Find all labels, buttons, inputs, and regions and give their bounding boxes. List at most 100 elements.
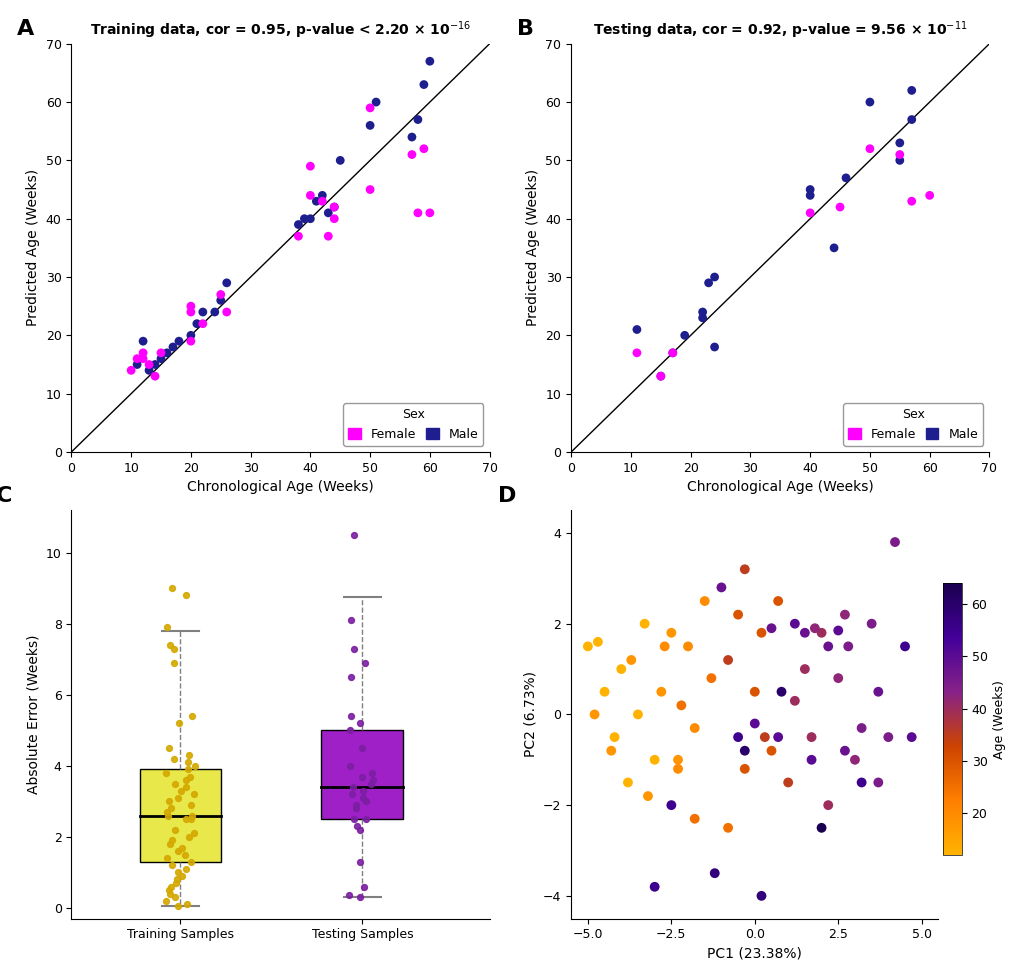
Point (345, 812, 362, 827)
Point (326, 211, 342, 226)
Point (786, 693, 802, 709)
Point (348, 818, 365, 834)
Point (345, 641, 362, 656)
Point (702, 671, 718, 686)
Point (686, 720, 702, 736)
Point (404, 129, 420, 145)
Text: B: B (517, 19, 533, 39)
Point (341, 722, 358, 738)
Point (166, 641, 182, 656)
Point (730, 729, 746, 745)
Point (803, 752, 819, 768)
Point (664, 345, 681, 361)
Point (812, 820, 828, 836)
Point (769, 729, 786, 745)
Y-axis label: Predicted Age (Weeks): Predicted Age (Weeks) (26, 169, 40, 327)
Text: D: D (497, 486, 516, 505)
Point (853, 775, 869, 790)
Point (135, 333, 151, 349)
Point (669, 752, 686, 768)
Y-axis label: Absolute Error (Weeks): Absolute Error (Weeks) (26, 635, 40, 794)
Point (836, 743, 852, 758)
Point (332, 153, 348, 168)
Point (160, 883, 176, 898)
Point (352, 715, 368, 731)
Point (195, 304, 211, 320)
Point (158, 620, 174, 636)
Point (746, 684, 762, 700)
Point (806, 620, 822, 636)
Point (756, 729, 772, 745)
Point (352, 889, 368, 905)
Point (803, 729, 819, 745)
Point (128, 351, 145, 366)
Point (796, 625, 812, 641)
Point (167, 776, 183, 791)
X-axis label: PC1 (23.38%): PC1 (23.38%) (706, 947, 802, 960)
Point (170, 844, 186, 859)
Point (182, 304, 199, 320)
Point (629, 707, 645, 722)
Point (340, 887, 357, 903)
Point (586, 707, 602, 722)
Point (168, 875, 184, 890)
Point (706, 865, 722, 881)
Point (623, 652, 639, 668)
Point (712, 579, 729, 595)
Point (362, 182, 378, 197)
Y-axis label: Predicted Age (Weeks): Predicted Age (Weeks) (526, 169, 539, 327)
Y-axis label: PC2 (6.73%): PC2 (6.73%) (523, 672, 537, 757)
Point (829, 623, 846, 639)
Point (164, 857, 180, 873)
Point (183, 808, 200, 823)
Point (290, 228, 307, 244)
Point (753, 888, 769, 904)
Point (362, 118, 378, 133)
FancyBboxPatch shape (321, 730, 403, 819)
Legend: Female, Male: Female, Male (842, 403, 982, 446)
Point (825, 240, 842, 256)
Point (694, 304, 710, 320)
Point (147, 368, 163, 384)
Point (161, 793, 177, 809)
Point (362, 776, 378, 791)
Point (177, 588, 194, 604)
Point (673, 698, 689, 713)
Point (836, 607, 852, 622)
Point (421, 53, 437, 69)
Point (796, 661, 812, 677)
Point (207, 304, 223, 320)
Point (352, 822, 368, 838)
Point (829, 671, 846, 686)
Point (664, 345, 681, 361)
Point (416, 77, 432, 92)
Point (730, 607, 746, 622)
Point (861, 94, 877, 110)
Point (153, 351, 169, 366)
Point (903, 729, 919, 745)
Point (706, 339, 722, 355)
Point (719, 652, 736, 668)
Point (308, 193, 324, 209)
Point (853, 720, 869, 736)
Point (165, 339, 181, 355)
Title: Testing data, cor = 0.92, p-value = 9.56 × 10$^{-11}$: Testing data, cor = 0.92, p-value = 9.56… (592, 19, 967, 42)
Point (404, 147, 420, 162)
Point (646, 879, 662, 894)
Point (158, 893, 174, 909)
Point (348, 801, 365, 816)
Point (696, 593, 712, 608)
Point (646, 752, 662, 768)
Point (628, 322, 644, 337)
Point (368, 94, 384, 110)
Point (772, 684, 789, 700)
Point (891, 153, 907, 168)
Point (662, 625, 679, 641)
Point (628, 345, 644, 361)
Point (840, 639, 856, 654)
Point (177, 847, 194, 862)
Point (158, 765, 174, 781)
Point (736, 743, 752, 758)
Point (290, 217, 307, 232)
Point (832, 199, 848, 215)
